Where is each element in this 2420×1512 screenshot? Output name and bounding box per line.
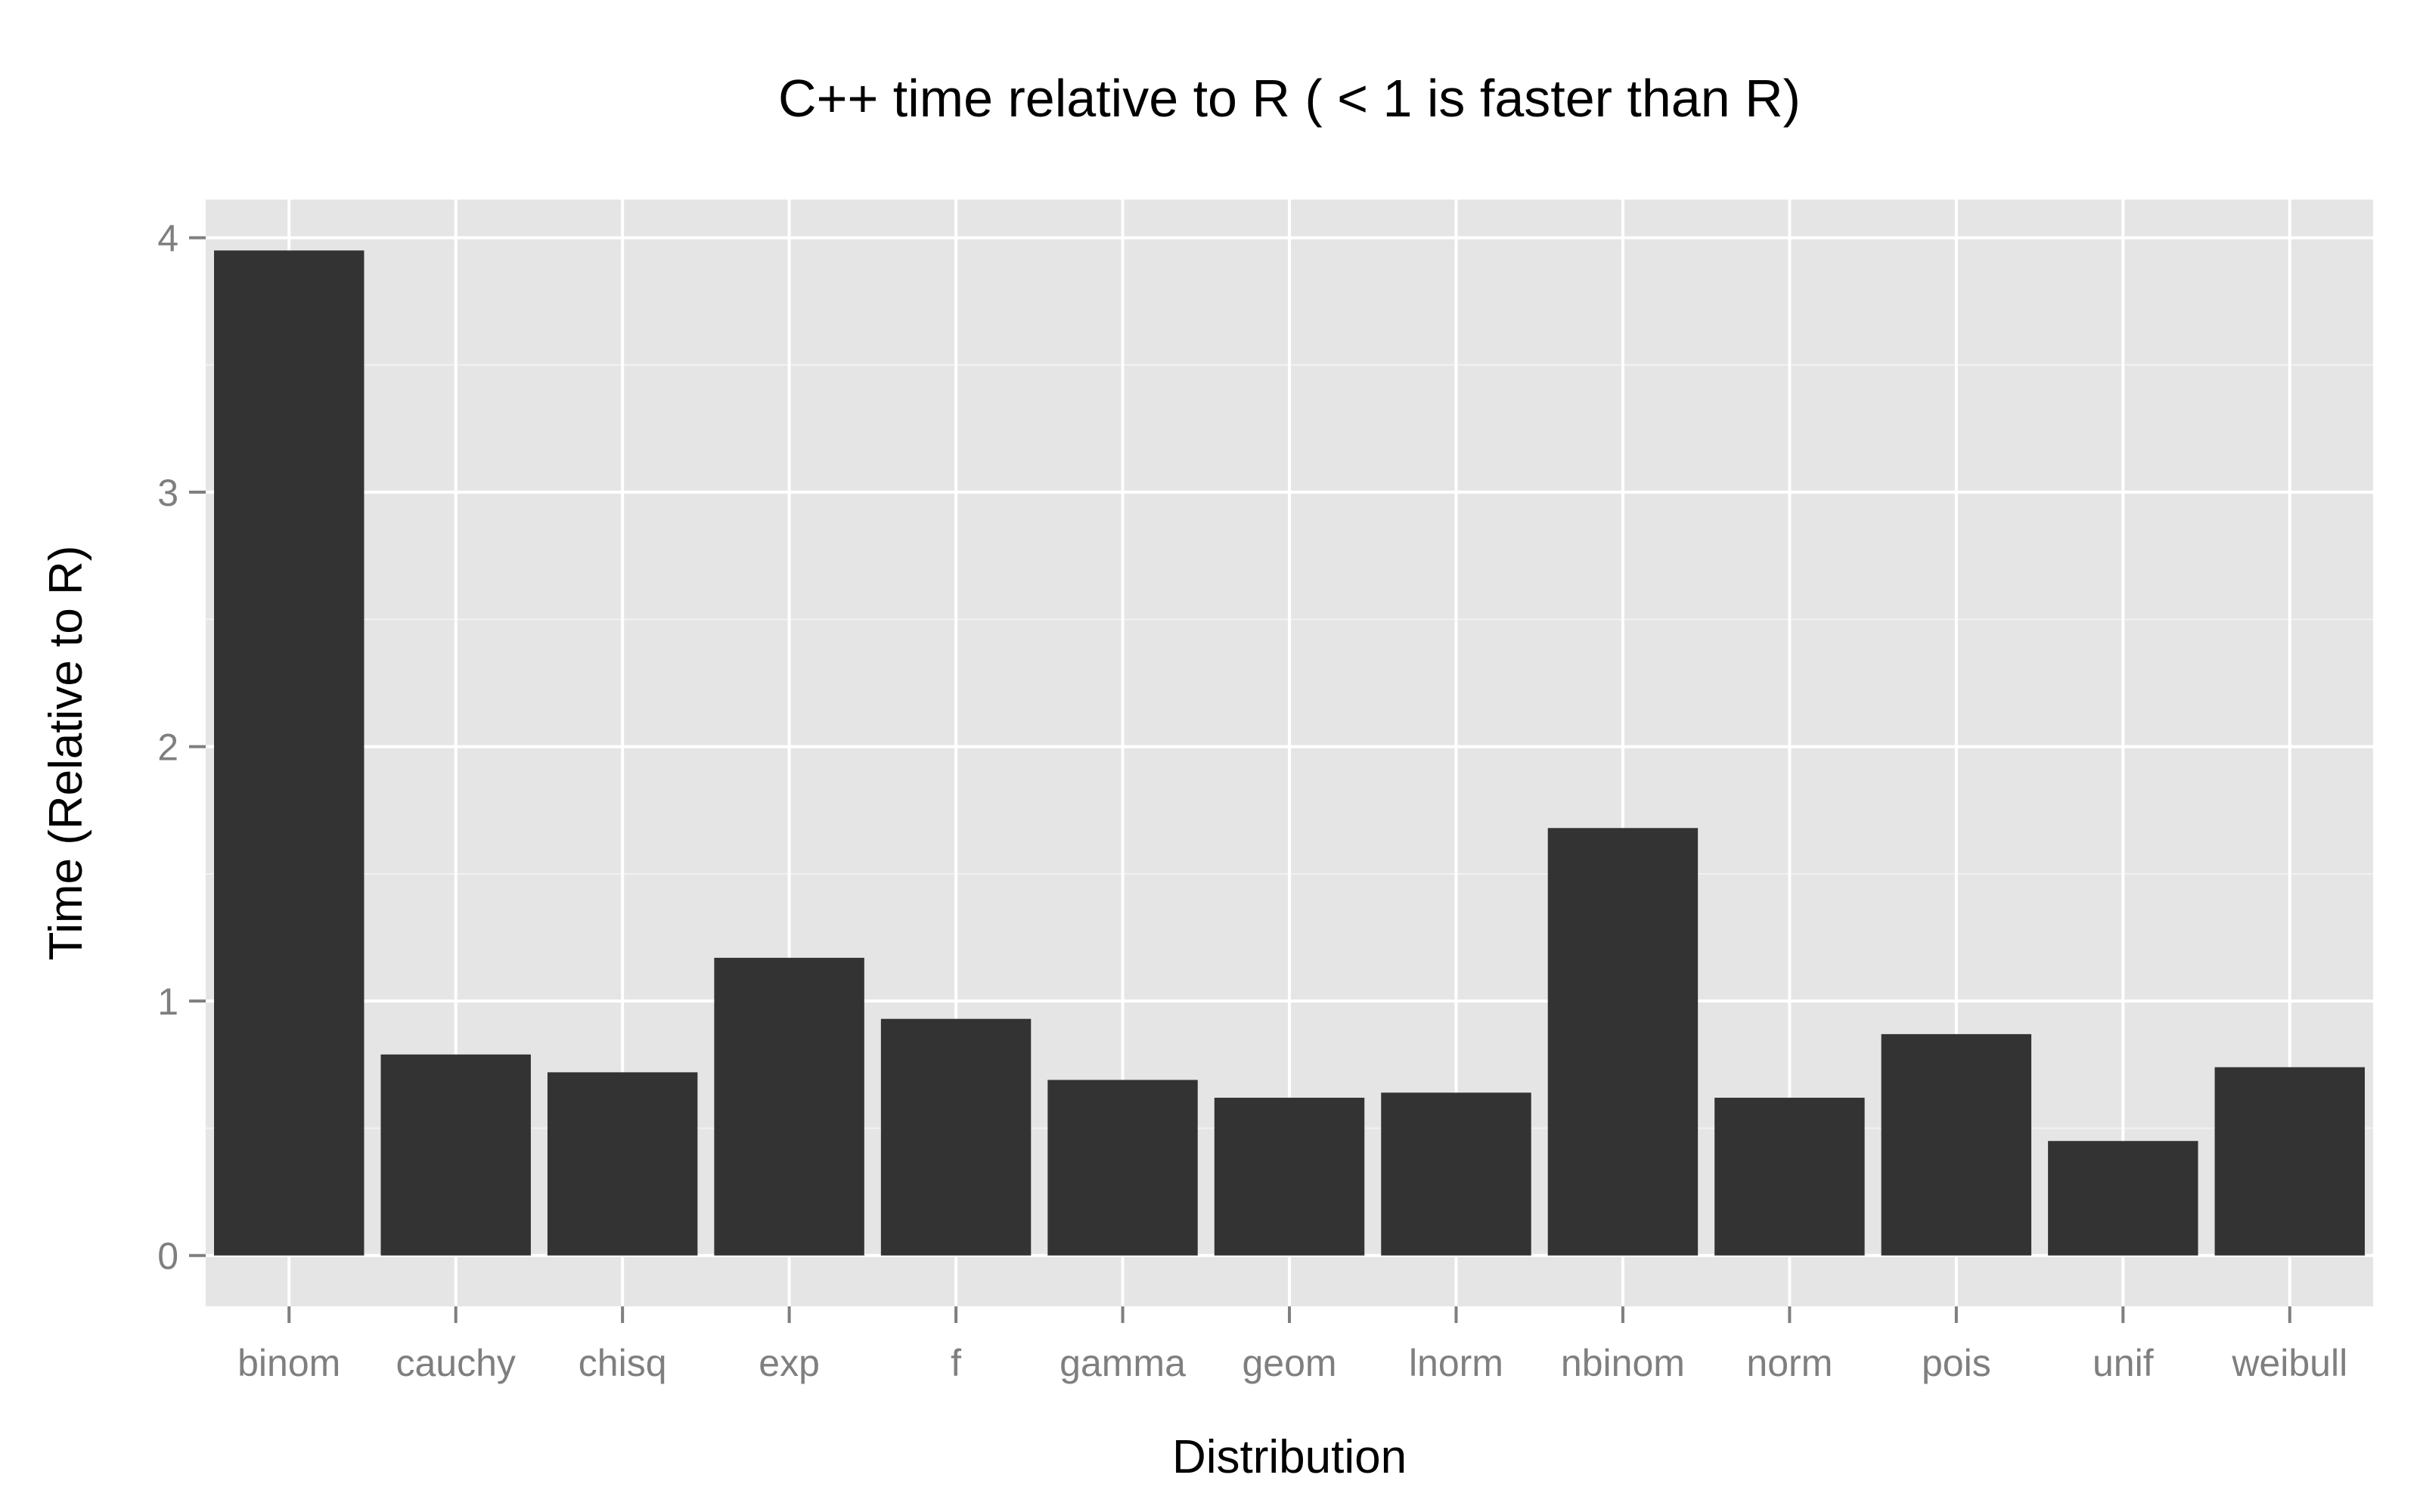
x-axis: binom cauchy chisq exp f gamma geom lnorm nbinom… (237, 1306, 2347, 1384)
bar-cauchy (380, 1054, 531, 1256)
x-axis-title: Distribution (1172, 1431, 1407, 1483)
bar-exp (714, 957, 864, 1256)
y-tick-label: 0 (157, 1235, 178, 1278)
bar-binom (214, 250, 365, 1256)
bar-gamma (1047, 1080, 1198, 1256)
bars (214, 250, 2365, 1256)
bar-weibull (2214, 1067, 2365, 1256)
y-tick-label: 3 (157, 472, 178, 514)
x-tick-label: norm (1746, 1342, 1832, 1384)
x-tick-label: cauchy (396, 1342, 515, 1384)
x-tick-label: exp (759, 1342, 820, 1384)
x-tick-label: gamma (1060, 1342, 1186, 1384)
bar-chisq (547, 1072, 698, 1256)
x-tick-label: weibull (2231, 1342, 2347, 1384)
x-tick-label: f (951, 1342, 961, 1384)
x-tick-label: chisq (579, 1342, 667, 1384)
x-tick-label: binom (237, 1342, 340, 1384)
x-tick-label: nbinom (1561, 1342, 1685, 1384)
bar-nbinom (1547, 828, 1699, 1256)
x-tick-label: geom (1242, 1342, 1336, 1384)
y-axis: 0 1 2 3 4 (157, 217, 206, 1278)
y-tick-label: 4 (157, 217, 178, 259)
bar-pois (1881, 1033, 2032, 1256)
bar-norm (1714, 1098, 1865, 1256)
y-axis-title: Time (Relative to R) (40, 546, 92, 961)
x-tick-label: pois (1922, 1342, 1991, 1384)
bar-geom (1214, 1098, 1365, 1256)
bar-unif (2048, 1141, 2198, 1256)
y-tick-label: 1 (157, 981, 178, 1023)
chart-title: C++ time relative to R ( < 1 is faster t… (778, 69, 1801, 128)
bar-lnorm (1381, 1092, 1531, 1256)
x-tick-label: unif (2093, 1342, 2154, 1384)
x-tick-label: lnorm (1409, 1342, 1503, 1384)
y-tick-label: 2 (157, 727, 178, 769)
bar-f (880, 1018, 1032, 1256)
